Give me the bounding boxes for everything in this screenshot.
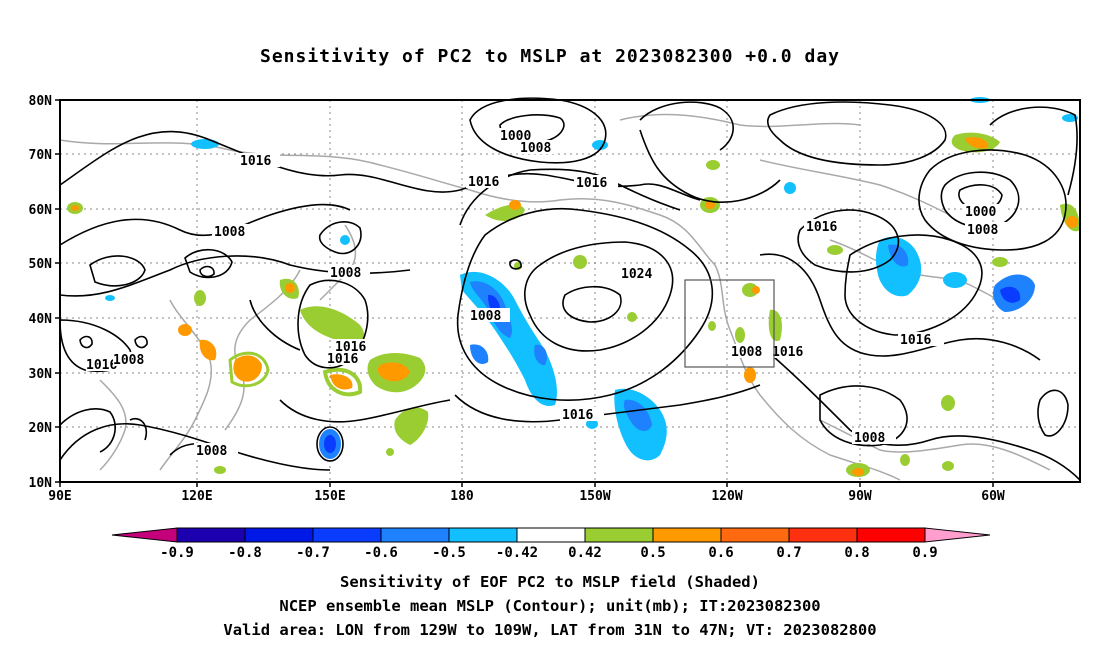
latitude-labels: 80N 70N 60N 50N 40N 30N 20N 10N [29, 94, 53, 491]
lat-label: 60N [29, 203, 53, 218]
contour-label: 1008 [113, 353, 144, 368]
lat-label: 70N [29, 148, 53, 163]
colorbar-label: 0.7 [776, 545, 801, 561]
lon-label: 90W [848, 489, 872, 504]
colorbar-swatch [516, 527, 586, 543]
lon-label: 90E [48, 489, 71, 504]
lat-label: 20N [29, 421, 53, 436]
contour-label: 1016 [468, 175, 499, 190]
colorbar-swatch [652, 527, 722, 543]
colorbar-label: -0.5 [432, 545, 466, 561]
colorbar: -0.9 -0.8 -0.7 -0.6 -0.5 -0.42 0.42 0.5 0.6 0.7 0.… [111, 527, 991, 561]
contour-label: 1016 [576, 176, 607, 191]
caption-line-2: NCEP ensemble mean MSLP (Contour); unit(… [279, 597, 821, 615]
contour-label: 1008 [967, 223, 998, 238]
contour-label: 1016 [86, 358, 117, 373]
colorbar-swatch [720, 527, 790, 543]
caption-line-3: Valid area: LON from 129W to 109W, LAT f… [223, 621, 877, 639]
lon-label: 150W [579, 489, 610, 504]
colorbar-label: 0.6 [708, 545, 733, 561]
colorbar-swatch [380, 527, 450, 543]
contour-label: 1016 [806, 220, 837, 235]
colorbar-label: 0.42 [568, 545, 602, 561]
map-title: Sensitivity of PC2 to MSLP at 2023082300… [259, 46, 840, 67]
lon-label: 180 [450, 489, 474, 504]
colorbar-swatch [176, 527, 246, 543]
lat-label: 10N [29, 476, 53, 491]
colorbar-label: -0.9 [160, 545, 194, 561]
colorbar-label: 0.9 [912, 545, 937, 561]
caption-line-1: Sensitivity of EOF PC2 to MSLP field (Sh… [340, 573, 760, 591]
contour-label: 1008 [731, 345, 762, 360]
coastlines [59, 113, 1051, 481]
lon-label: 120W [711, 489, 742, 504]
lat-label: 80N [29, 94, 53, 109]
colorbar-label: -0.7 [296, 545, 330, 561]
contour-label: 1008 [214, 225, 245, 240]
lat-label: 30N [29, 367, 53, 382]
contour-label: 1008 [330, 266, 361, 281]
lon-label: 120E [181, 489, 212, 504]
contour-label: 1008 [854, 431, 885, 446]
contour-label: 1008 [520, 141, 551, 156]
contour-label: 1008 [470, 309, 501, 324]
longitude-labels: 90E 120E 150E 180 150W 120W 90W 60W [48, 489, 1005, 504]
axis-ticks [55, 99, 994, 487]
contour-label: 1016 [772, 345, 803, 360]
colorbar-swatch [584, 527, 654, 543]
colorbar-swatch [244, 527, 314, 543]
contour-label: 1016 [240, 154, 271, 169]
colorbar-swatch [788, 527, 858, 543]
contour-label: 1016 [327, 352, 358, 367]
colorbar-label: 0.5 [640, 545, 665, 561]
valid-area-box [684, 279, 775, 368]
lat-label: 40N [29, 312, 53, 327]
mslp-contours [59, 97, 1081, 481]
colorbar-label: -0.42 [496, 545, 538, 561]
colorbar-upper-arrow [924, 527, 991, 543]
contour-label: 1008 [196, 444, 227, 459]
colorbar-label: -0.8 [228, 545, 262, 561]
colorbar-swatch [312, 527, 382, 543]
contour-label: 1024 [621, 267, 652, 282]
contour-label: 1000 [965, 205, 996, 220]
lon-label: 150E [314, 489, 345, 504]
lat-label: 50N [29, 257, 53, 272]
map-panel [60, 100, 1080, 482]
lon-label: 60W [981, 489, 1005, 504]
colorbar-label: -0.6 [364, 545, 398, 561]
colorbar-swatch [448, 527, 518, 543]
colorbar-label: 0.8 [844, 545, 869, 561]
colorbar-lower-arrow [111, 527, 178, 543]
colorbar-swatch [856, 527, 926, 543]
contour-labels: 1000 1008 1016 1016 1016 1008 1008 1024 … [86, 128, 1009, 459]
map-border [59, 99, 1081, 483]
contour-label: 1016 [900, 333, 931, 348]
sensitivity-shading [67, 97, 1080, 477]
contour-label: 1016 [562, 408, 593, 423]
